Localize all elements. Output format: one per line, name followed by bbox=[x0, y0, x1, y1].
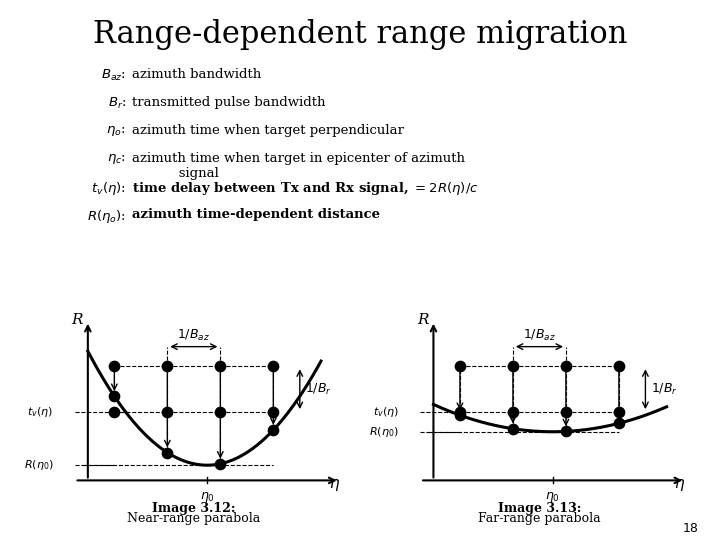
Point bbox=[109, 408, 120, 416]
Text: $\eta$: $\eta$ bbox=[674, 477, 685, 493]
Text: $1/B_{az}$: $1/B_{az}$ bbox=[523, 328, 556, 343]
Text: azimuth time when target perpendicular: azimuth time when target perpendicular bbox=[132, 124, 404, 137]
Text: $t_v(\eta)$: $t_v(\eta)$ bbox=[27, 405, 53, 419]
Text: $\eta_0$: $\eta_0$ bbox=[199, 490, 215, 503]
Text: R: R bbox=[71, 313, 83, 327]
Text: $R(\eta_0)$: $R(\eta_0)$ bbox=[369, 425, 399, 439]
Text: azimuth time-dependent distance: azimuth time-dependent distance bbox=[132, 208, 379, 221]
Point bbox=[454, 408, 466, 416]
Text: $B_r$:: $B_r$: bbox=[107, 96, 126, 111]
Text: $\eta_0$: $\eta_0$ bbox=[545, 490, 560, 503]
Text: Image 3.12:: Image 3.12: bbox=[152, 502, 235, 515]
Point bbox=[268, 408, 279, 416]
Text: Range-dependent range migration: Range-dependent range migration bbox=[93, 19, 627, 50]
Point bbox=[507, 362, 518, 371]
Text: Near-range parabola: Near-range parabola bbox=[127, 512, 261, 525]
Point bbox=[215, 408, 226, 416]
Text: $1/B_{az}$: $1/B_{az}$ bbox=[177, 328, 210, 343]
Point bbox=[109, 362, 120, 371]
Point bbox=[613, 419, 625, 428]
Text: $B_{az}$:: $B_{az}$: bbox=[101, 68, 126, 83]
Point bbox=[613, 362, 625, 371]
Text: $\eta$: $\eta$ bbox=[328, 477, 340, 493]
Point bbox=[215, 460, 226, 468]
Point bbox=[507, 424, 518, 433]
Text: time delay between Tx and Rx signal, $= 2R(\eta)/c$: time delay between Tx and Rx signal, $= … bbox=[132, 180, 478, 197]
Point bbox=[268, 362, 279, 371]
Point bbox=[109, 392, 120, 401]
Text: Image 3.13:: Image 3.13: bbox=[498, 502, 581, 515]
Text: Far-range parabola: Far-range parabola bbox=[478, 512, 600, 525]
Text: $1/B_r$: $1/B_r$ bbox=[651, 382, 678, 397]
Point bbox=[268, 426, 279, 434]
Point bbox=[161, 408, 173, 416]
Text: 18: 18 bbox=[683, 522, 698, 535]
Text: $t_v(\eta)$:: $t_v(\eta)$: bbox=[91, 180, 126, 197]
Point bbox=[454, 411, 466, 420]
Text: $R(\eta_o)$:: $R(\eta_o)$: bbox=[87, 208, 126, 225]
Point bbox=[215, 362, 226, 371]
Text: azimuth bandwidth: azimuth bandwidth bbox=[132, 68, 261, 80]
Text: $t_v(\eta)$: $t_v(\eta)$ bbox=[373, 405, 399, 419]
Point bbox=[613, 408, 625, 416]
Text: $R(\eta_0)$: $R(\eta_0)$ bbox=[24, 458, 53, 472]
Point bbox=[560, 408, 572, 416]
Text: $1/B_r$: $1/B_r$ bbox=[305, 382, 332, 397]
Point bbox=[560, 362, 572, 371]
Text: azimuth time when target in epicenter of azimuth
           signal: azimuth time when target in epicenter of… bbox=[132, 152, 465, 180]
Point bbox=[560, 427, 572, 436]
Text: transmitted pulse bandwidth: transmitted pulse bandwidth bbox=[132, 96, 325, 109]
Point bbox=[507, 408, 518, 416]
Point bbox=[161, 362, 173, 371]
Text: $\eta_o$:: $\eta_o$: bbox=[107, 124, 126, 138]
Text: $\eta_c$:: $\eta_c$: bbox=[107, 152, 126, 166]
Point bbox=[161, 448, 173, 457]
Text: R: R bbox=[417, 313, 428, 327]
Point bbox=[454, 362, 466, 371]
